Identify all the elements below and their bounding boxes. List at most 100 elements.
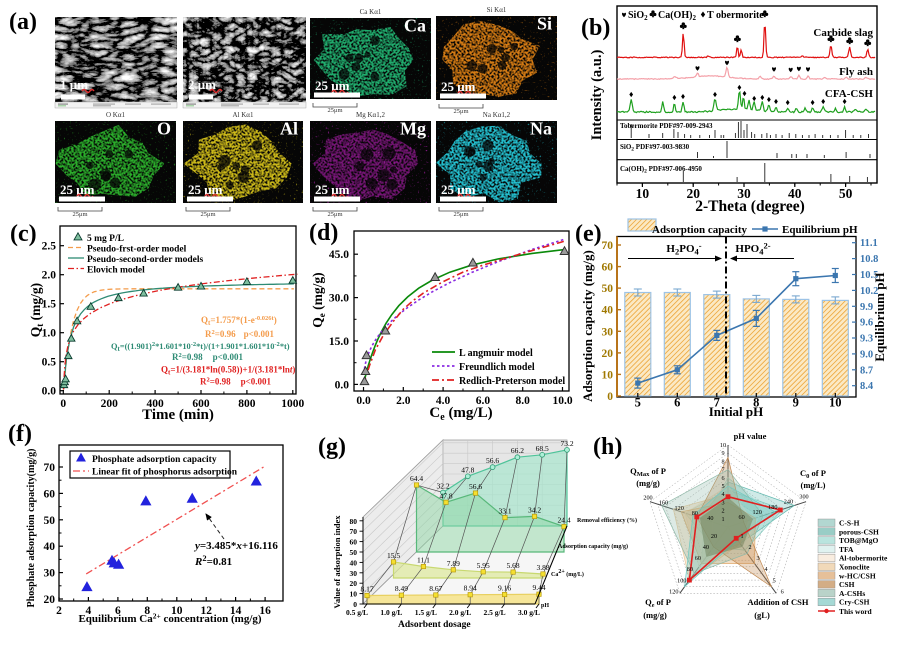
svg-text:120: 120 (753, 509, 762, 516)
svg-text:32.2: 32.2 (436, 482, 449, 491)
svg-text:2.5 g/L: 2.5 g/L (484, 608, 506, 617)
svg-text:L angmuir model: L angmuir model (459, 348, 533, 359)
svg-text:R2=0.98p<0.001: R2=0.98 p<0.001 (200, 377, 272, 387)
svg-text:25μm: 25μm (200, 211, 215, 218)
svg-text:Qe (mg/g): Qe (mg/g) (310, 272, 327, 327)
svg-text:45.0: 45.0 (329, 249, 349, 261)
svg-text:1.0: 1.0 (42, 328, 57, 340)
svg-text:Removal efficiency (%): Removal efficiency (%) (577, 517, 637, 524)
svg-text:25 μm: 25 μm (315, 78, 350, 93)
svg-text:8.49: 8.49 (395, 584, 408, 593)
svg-text:Si: Si (537, 14, 552, 34)
svg-text:2.5: 2.5 (42, 241, 57, 253)
svg-text:20: 20 (711, 533, 717, 540)
svg-text:CFA-CSH: CFA-CSH (825, 88, 874, 100)
svg-text:60: 60 (44, 488, 56, 500)
svg-text:25 μm: 25 μm (441, 79, 476, 94)
svg-text:Si Kα1: Si Kα1 (487, 6, 507, 14)
svg-text:70: 70 (350, 527, 358, 536)
svg-text:50: 50 (839, 186, 853, 201)
svg-text:Pseudo-frst-order model: Pseudo-frst-order model (87, 245, 187, 255)
svg-text:8: 8 (753, 396, 759, 410)
svg-text:50: 50 (44, 515, 56, 527)
svg-text:8.4: 8.4 (860, 381, 874, 392)
svg-text:50: 50 (350, 548, 358, 557)
svg-text:10: 10 (720, 442, 726, 449)
svg-text:3.88: 3.88 (536, 563, 549, 572)
svg-text:TOB@MgO: TOB@MgO (839, 536, 879, 545)
svg-text:0: 0 (353, 600, 357, 609)
svg-text:64.4: 64.4 (410, 474, 423, 483)
svg-text:6: 6 (115, 605, 121, 617)
svg-text:Na Kα1,2: Na Kα1,2 (483, 111, 511, 119)
svg-text:Time (min): Time (min) (142, 407, 214, 423)
svg-text:40: 40 (788, 186, 802, 201)
svg-text:10.2: 10.2 (860, 286, 878, 297)
svg-text:4.0: 4.0 (436, 395, 451, 407)
svg-text:0.5: 0.5 (42, 357, 57, 369)
svg-text:O: O (157, 119, 171, 139)
svg-text:30: 30 (44, 568, 56, 580)
svg-text:10.5: 10.5 (860, 270, 878, 281)
svg-text:1.5: 1.5 (42, 299, 57, 311)
svg-text:Ca(OH)2 PDF#97-006-4950: Ca(OH)2 PDF#97-006-4950 (620, 165, 702, 175)
svg-text:7: 7 (714, 396, 720, 410)
svg-text:Qt=((1.901)2*1.601*10-2*t)/(1+: Qt=((1.901)2*1.601*10-2*t)/(1+1.901*1.60… (111, 341, 290, 353)
svg-text:2: 2 (749, 544, 752, 551)
svg-text:SiO2: SiO2 (628, 10, 648, 22)
svg-text:10: 10 (636, 186, 650, 201)
svg-text:2.0: 2.0 (42, 270, 57, 282)
svg-text:15.5: 15.5 (387, 551, 400, 560)
svg-text:R2=0.96p<0.001: R2=0.96 p<0.001 (205, 329, 275, 339)
svg-text:Initial pH: Initial pH (709, 404, 764, 419)
svg-text:8: 8 (144, 605, 150, 617)
svg-text:Mg: Mg (400, 119, 426, 139)
svg-text:50: 50 (602, 283, 614, 295)
svg-text:20: 20 (44, 594, 56, 606)
svg-text:Equilibrium pH: Equilibrium pH (782, 224, 858, 236)
svg-text:1.5 g/L: 1.5 g/L (415, 608, 437, 617)
svg-text:14: 14 (230, 605, 242, 617)
svg-text:160: 160 (659, 500, 668, 507)
svg-text:TFA: TFA (839, 545, 854, 554)
svg-text:47.8: 47.8 (461, 465, 474, 474)
svg-text:80: 80 (687, 566, 693, 573)
svg-text:180: 180 (768, 504, 777, 511)
svg-text:5 mg P/L: 5 mg P/L (87, 234, 124, 244)
svg-text:10: 10 (171, 605, 183, 617)
svg-text:10: 10 (602, 369, 614, 381)
svg-text:Equilibrium pH: Equilibrium pH (872, 272, 887, 361)
svg-text:0.5 g/L: 0.5 g/L (346, 608, 368, 617)
svg-text:80: 80 (350, 517, 358, 526)
svg-text:0: 0 (607, 391, 613, 403)
svg-text:20: 20 (686, 186, 700, 201)
svg-text:Adsorption capacity: Adsorption capacity (652, 224, 748, 236)
svg-text:Phosphate adsorption capacity: Phosphate adsorption capacity (92, 455, 217, 465)
svg-text:40: 40 (602, 305, 614, 317)
svg-text:6: 6 (721, 475, 724, 482)
svg-text:Ca: Ca (404, 16, 426, 36)
svg-text:8.17: 8.17 (360, 585, 373, 594)
svg-text:25μm: 25μm (453, 108, 468, 115)
svg-text:Intensity (a.u.): Intensity (a.u.) (589, 50, 605, 141)
svg-text:11.1: 11.1 (417, 556, 430, 565)
svg-text:Al: Al (280, 119, 298, 139)
svg-text:7: 7 (721, 467, 724, 474)
svg-text:1 μm: 1 μm (60, 77, 88, 92)
svg-text:56.6: 56.6 (486, 456, 499, 465)
svg-text:0.0: 0.0 (356, 395, 371, 407)
svg-text:60: 60 (350, 538, 358, 547)
svg-text:Al Kα1: Al Kα1 (233, 111, 254, 119)
svg-text:4: 4 (86, 605, 92, 617)
svg-text:40: 40 (707, 515, 713, 522)
svg-text:(mg/L): (mg/L) (800, 480, 825, 490)
svg-text:1.0 g/L: 1.0 g/L (380, 608, 402, 617)
svg-text:9: 9 (721, 450, 724, 457)
svg-text:Qt=1.757*(1-e-0.026t): Qt=1.757*(1-e-0.026t) (201, 315, 277, 327)
svg-text:4: 4 (721, 491, 724, 498)
svg-text:Addition of CSH: Addition of CSH (748, 597, 809, 607)
svg-text:5.68: 5.68 (507, 561, 520, 570)
svg-text:Tobermorite PDF#97-009-2943: Tobermorite PDF#97-009-2943 (620, 122, 713, 130)
svg-text:2-Theta (degree): 2-Theta (degree) (695, 198, 804, 215)
svg-text:800: 800 (238, 398, 256, 410)
